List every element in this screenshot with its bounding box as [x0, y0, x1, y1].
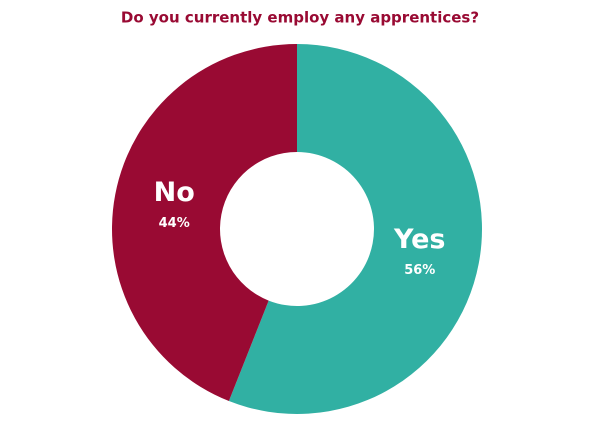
- chart-title: Do you currently employ any apprentices?: [121, 9, 479, 27]
- slice-label: No: [154, 177, 195, 208]
- slice-value: 44%: [159, 216, 190, 231]
- donut-slice: [111, 43, 298, 402]
- slice-label: Yes: [393, 224, 445, 255]
- donut-slice: [228, 44, 482, 415]
- slice-value: 56%: [404, 263, 435, 278]
